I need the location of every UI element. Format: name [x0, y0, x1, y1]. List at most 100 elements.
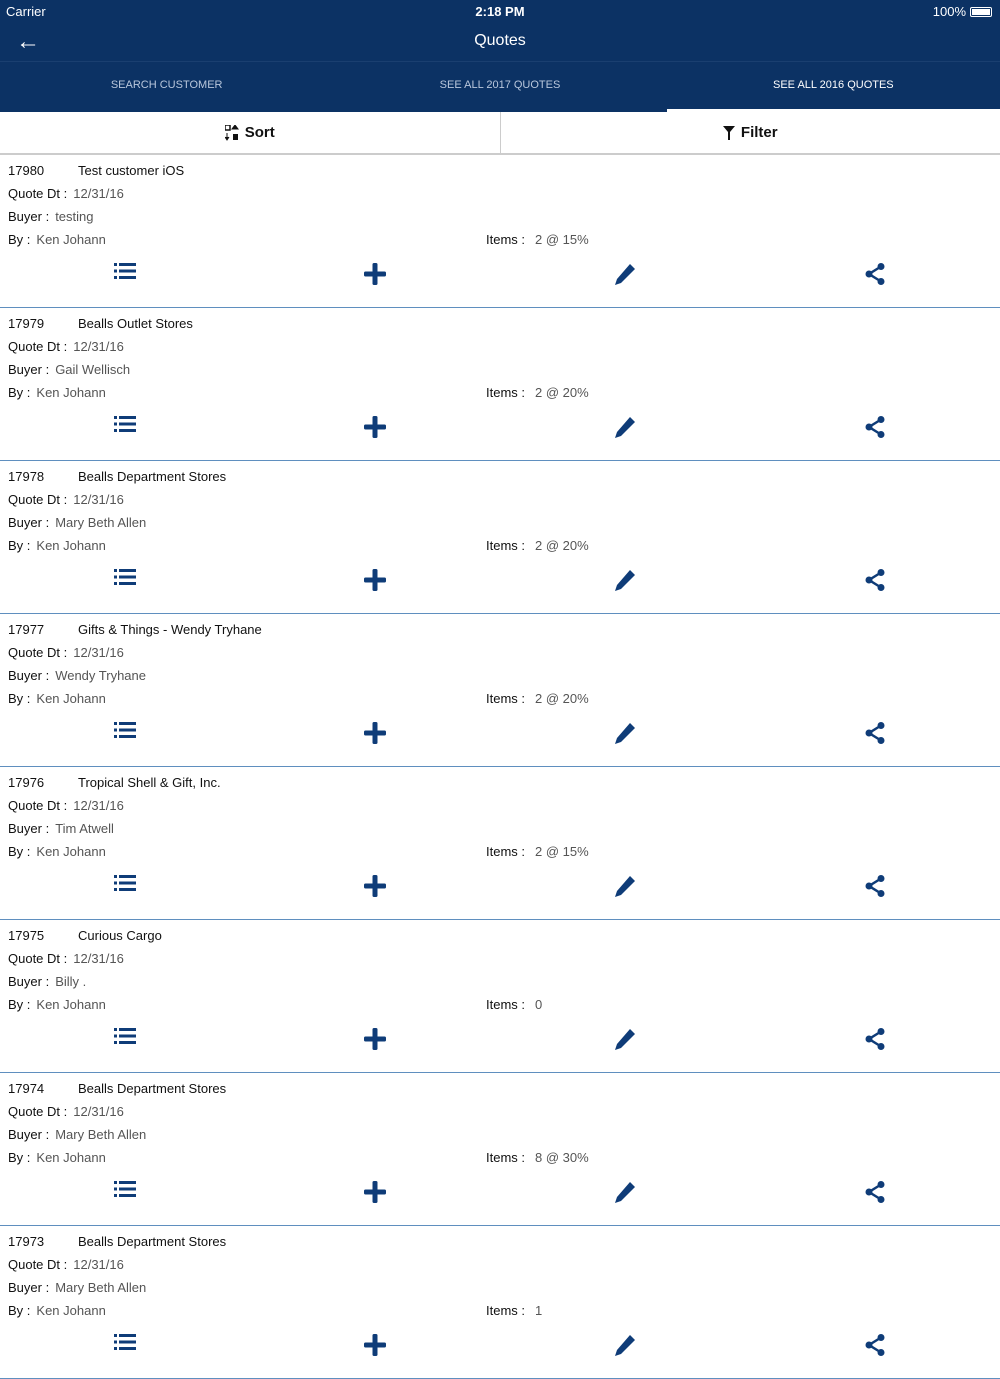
add-icon[interactable] — [250, 263, 500, 285]
list-icon[interactable] — [0, 569, 250, 591]
quote-date: 12/31/16 — [73, 645, 124, 663]
page-title: Quotes — [0, 22, 1000, 60]
add-icon[interactable] — [250, 569, 500, 591]
quote-id: 17974 — [8, 1081, 72, 1099]
edit-pencil-icon[interactable] — [500, 416, 750, 438]
sort-icon — [225, 125, 239, 141]
tab-2016-quotes[interactable]: SEE ALL 2016 QUOTES — [667, 62, 1000, 112]
items-label: Items : — [486, 385, 525, 400]
quote-date-label: Quote Dt : — [8, 186, 67, 204]
nav-bar: ← Quotes — [0, 22, 1000, 62]
share-icon[interactable] — [750, 1028, 1000, 1050]
edit-pencil-icon[interactable] — [500, 263, 750, 285]
tab-search-customer[interactable]: SEARCH CUSTOMER — [0, 62, 333, 112]
quote-id: 17978 — [8, 469, 72, 487]
items-value: 2 @ 20% — [535, 691, 589, 706]
buyer: Billy . — [55, 974, 86, 992]
edit-pencil-icon[interactable] — [500, 1028, 750, 1050]
buyer-label: Buyer : — [8, 209, 49, 227]
items-value: 1 — [535, 1303, 542, 1318]
add-icon[interactable] — [250, 416, 500, 438]
clock: 2:18 PM — [0, 4, 1000, 19]
share-icon[interactable] — [750, 416, 1000, 438]
list-icon[interactable] — [0, 722, 250, 744]
battery-level: 100% — [933, 4, 966, 19]
share-icon[interactable] — [750, 722, 1000, 744]
items-value: 2 @ 15% — [535, 844, 589, 859]
list-icon[interactable] — [0, 875, 250, 897]
items-label: Items : — [486, 232, 525, 247]
buyer-label: Buyer : — [8, 974, 49, 992]
items-label: Items : — [486, 691, 525, 706]
buyer: Wendy Tryhane — [55, 668, 146, 686]
share-icon[interactable] — [750, 1334, 1000, 1356]
edit-pencil-icon[interactable] — [500, 569, 750, 591]
buyer: Mary Beth Allen — [55, 1280, 146, 1298]
quote-id: 17973 — [8, 1234, 72, 1252]
share-icon[interactable] — [750, 1181, 1000, 1203]
by-label: By : — [8, 1150, 30, 1168]
items-value: 0 — [535, 997, 542, 1012]
list-icon[interactable] — [0, 1028, 250, 1050]
list-icon[interactable] — [0, 263, 250, 285]
add-icon[interactable] — [250, 1028, 500, 1050]
edit-pencil-icon[interactable] — [500, 1181, 750, 1203]
buyer: Gail Wellisch — [55, 362, 130, 380]
quote-date: 12/31/16 — [73, 492, 124, 510]
items-label: Items : — [486, 538, 525, 553]
by-label: By : — [8, 691, 30, 709]
items-label: Items : — [486, 844, 525, 859]
created-by: Ken Johann — [36, 1150, 105, 1168]
add-icon[interactable] — [250, 1334, 500, 1356]
quote-date: 12/31/16 — [73, 1257, 124, 1275]
quote-date-label: Quote Dt : — [8, 951, 67, 969]
toolbar: Sort Filter — [0, 112, 1000, 155]
items-label: Items : — [486, 1150, 525, 1165]
by-label: By : — [8, 844, 30, 862]
created-by: Ken Johann — [36, 538, 105, 556]
list-icon[interactable] — [0, 1181, 250, 1203]
back-arrow-icon[interactable]: ← — [16, 28, 40, 56]
quote-date-label: Quote Dt : — [8, 492, 67, 510]
quote-id: 17975 — [8, 928, 72, 946]
tab-2017-quotes[interactable]: SEE ALL 2017 QUOTES — [333, 62, 666, 112]
by-label: By : — [8, 1303, 30, 1321]
add-icon[interactable] — [250, 722, 500, 744]
buyer-label: Buyer : — [8, 362, 49, 380]
edit-pencil-icon[interactable] — [500, 1334, 750, 1356]
buyer-label: Buyer : — [8, 1280, 49, 1298]
quote-date: 12/31/16 — [73, 951, 124, 969]
created-by: Ken Johann — [36, 385, 105, 403]
share-icon[interactable] — [750, 875, 1000, 897]
edit-pencil-icon[interactable] — [500, 875, 750, 897]
customer-name: Bealls Department Stores — [78, 1081, 226, 1099]
list-icon[interactable] — [0, 1334, 250, 1356]
created-by: Ken Johann — [36, 691, 105, 709]
customer-name: Bealls Department Stores — [78, 469, 226, 487]
buyer-label: Buyer : — [8, 515, 49, 533]
header: Carrier 2:18 PM 100% ← Quotes SEARCH CUS… — [0, 0, 1000, 112]
quote-date-label: Quote Dt : — [8, 798, 67, 816]
customer-name: Tropical Shell & Gift, Inc. — [78, 775, 221, 793]
buyer: Mary Beth Allen — [55, 515, 146, 533]
list-icon[interactable] — [0, 416, 250, 438]
add-icon[interactable] — [250, 875, 500, 897]
edit-pencil-icon[interactable] — [500, 722, 750, 744]
items-label: Items : — [486, 997, 525, 1012]
add-icon[interactable] — [250, 1181, 500, 1203]
share-icon[interactable] — [750, 569, 1000, 591]
sort-button[interactable]: Sort — [0, 112, 501, 153]
quote-id: 17977 — [8, 622, 72, 640]
quote-id: 17980 — [8, 163, 72, 181]
filter-button[interactable]: Filter — [501, 112, 1000, 153]
quote-card[interactable]: 17978 Bealls Department Stores Quote Dt :… — [0, 461, 1000, 614]
share-icon[interactable] — [750, 263, 1000, 285]
